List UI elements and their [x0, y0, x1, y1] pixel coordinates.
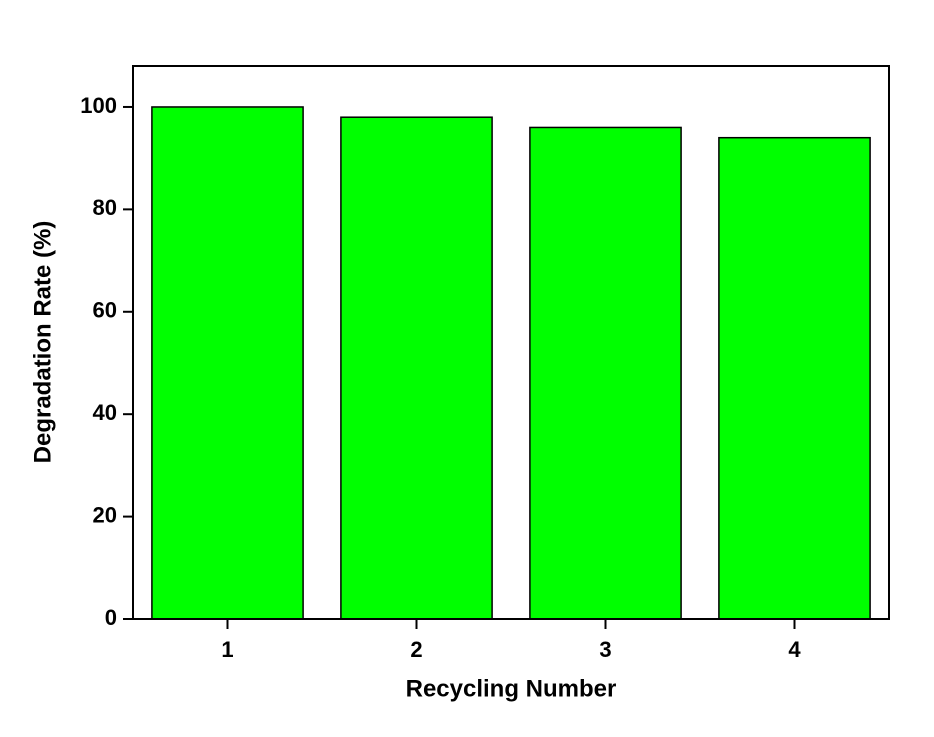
x-tick-label: 2 [410, 637, 422, 662]
bar [718, 136, 871, 620]
y-tick-label: 40 [93, 400, 117, 425]
y-tick-label: 80 [93, 195, 117, 220]
y-tick-label: 20 [93, 502, 117, 527]
x-tick-label: 1 [221, 637, 233, 662]
y-axis-label: Degradation Rate (%) [29, 221, 56, 464]
x-tick-label: 4 [788, 637, 801, 662]
x-tick-label: 3 [599, 637, 611, 662]
y-tick-label: 60 [93, 298, 117, 323]
bar [340, 116, 493, 620]
y-tick-label: 0 [105, 605, 117, 630]
plot-frame [132, 65, 890, 620]
bar [529, 126, 682, 620]
x-axis-label: Recycling Number [406, 675, 617, 702]
bar [151, 106, 304, 620]
y-tick-label: 100 [80, 93, 117, 118]
